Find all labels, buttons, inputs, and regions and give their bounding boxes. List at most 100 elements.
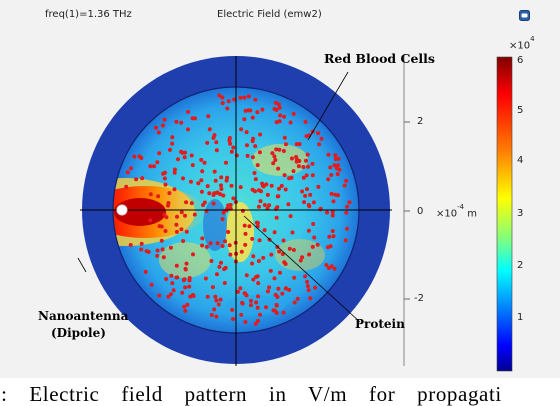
red-blood-cell-dot: [316, 131, 321, 136]
red-blood-cell-dot: [287, 176, 292, 181]
red-blood-cell-dot: [183, 266, 188, 271]
red-blood-cell-dot: [251, 277, 256, 282]
red-blood-cell-dot: [159, 238, 164, 243]
red-blood-cell-dot: [214, 140, 219, 145]
red-blood-cells: [124, 93, 352, 326]
red-blood-cell-dot: [333, 157, 338, 161]
red-blood-cell-dot: [267, 285, 272, 290]
red-blood-cell-dot: [333, 192, 338, 197]
red-blood-cell-dot: [332, 266, 337, 271]
red-blood-cell-dot: [246, 108, 251, 113]
red-blood-cell-dot: [298, 258, 303, 263]
red-blood-cell-dot: [290, 230, 295, 235]
red-blood-cell-dot: [148, 164, 153, 169]
red-blood-cell-dot: [305, 284, 310, 289]
red-blood-cell-dot: [276, 286, 281, 291]
red-blood-cell-dot: [333, 153, 338, 158]
red-blood-cell-dot: [124, 184, 129, 189]
red-blood-cell-dot: [125, 170, 130, 175]
red-blood-cell-dot: [258, 132, 263, 137]
red-blood-cell-dot: [297, 142, 302, 147]
red-blood-cell-dot: [256, 259, 261, 263]
red-blood-cell-dot: [161, 255, 166, 260]
red-blood-cell-dot: [187, 278, 192, 283]
red-blood-cell-dot: [292, 275, 297, 280]
red-blood-cell-dot: [274, 107, 279, 112]
axis-unit-label: ×10-4 m: [436, 203, 478, 220]
red-blood-cell-dot: [257, 238, 262, 243]
red-blood-cell-dot: [300, 255, 305, 260]
red-blood-cell-dot: [337, 167, 342, 172]
red-blood-cell-dot: [231, 145, 236, 150]
red-blood-cell-dot: [155, 160, 160, 165]
red-blood-cell-dot: [180, 290, 185, 295]
red-blood-cell-dot: [211, 201, 216, 206]
red-blood-cell-dot: [329, 173, 334, 177]
colorbar-tick: 6: [517, 55, 524, 66]
red-blood-cell-dot: [225, 106, 230, 111]
red-blood-cell-dot: [308, 192, 313, 197]
red-blood-cell-dot: [249, 298, 253, 303]
red-blood-cell-dot: [258, 199, 263, 204]
red-blood-cell-dot: [229, 149, 234, 154]
red-blood-cell-dot: [287, 246, 292, 251]
red-blood-cell-dot: [277, 119, 282, 124]
red-blood-cell-dot: [331, 199, 336, 204]
red-blood-cell-dot: [149, 282, 154, 287]
red-blood-cell-dot: [304, 158, 308, 163]
red-blood-cell-dot: [228, 252, 233, 257]
red-blood-cell-dot: [278, 270, 282, 275]
red-blood-cell-dot: [148, 218, 153, 223]
red-blood-cell-dot: [203, 276, 208, 281]
red-blood-cell-dot: [156, 130, 161, 135]
red-blood-cell-dot: [193, 116, 197, 121]
red-blood-cell-dot: [275, 194, 280, 199]
red-blood-cell-dot: [227, 136, 232, 140]
red-blood-cell-dot: [261, 183, 265, 188]
red-blood-cell-dot: [172, 170, 177, 175]
red-blood-cell-dot: [179, 227, 184, 232]
red-blood-cell-dot: [216, 302, 221, 307]
red-blood-cell-dot: [170, 281, 175, 286]
red-blood-cell-dot: [244, 293, 249, 298]
red-blood-cell-dot: [310, 173, 315, 178]
red-blood-cell-dot: [199, 157, 204, 162]
red-blood-cell-dot: [243, 231, 248, 236]
red-blood-cell-dot: [262, 203, 267, 207]
camera-icon[interactable]: [519, 6, 530, 21]
red-blood-cell-dot: [235, 289, 240, 294]
red-blood-cell-dot: [168, 245, 173, 250]
red-blood-cell-dot: [202, 160, 207, 165]
red-blood-cell-dot: [209, 313, 214, 317]
red-blood-cell-dot: [137, 154, 142, 159]
red-blood-cell-dot: [272, 154, 277, 159]
red-blood-cell-dot: [189, 201, 194, 206]
red-blood-cell-dot: [330, 229, 335, 233]
red-blood-cell-dot: [240, 301, 245, 306]
red-blood-cell-dot: [303, 119, 308, 124]
red-blood-cell-dot: [268, 268, 273, 273]
red-blood-cell-dot: [175, 214, 179, 219]
red-blood-cell-dot: [186, 109, 191, 114]
red-blood-cell-dot: [251, 254, 256, 259]
red-blood-cell-dot: [245, 153, 250, 158]
red-blood-cell-dot: [220, 95, 225, 100]
red-blood-cell-dot: [336, 156, 341, 161]
red-blood-cell-dot: [202, 200, 207, 205]
plot-title: Electric Field (emw2): [217, 9, 322, 20]
figure-caption: 3: Electric field pattern in V/m for pro…: [0, 386, 502, 406]
red-blood-cell-dot: [264, 305, 268, 310]
red-blood-cell-dot: [220, 244, 225, 248]
red-blood-cell-dot: [274, 303, 279, 308]
colorbar-tick: 5: [517, 105, 524, 116]
red-blood-cell-dot: [181, 176, 185, 181]
red-blood-cell-dot: [168, 147, 172, 152]
red-blood-cell-dot: [272, 308, 277, 313]
red-blood-cell-dot: [343, 238, 348, 243]
red-blood-cell-dot: [311, 222, 316, 226]
red-blood-cell-dot: [302, 200, 307, 205]
red-blood-cell-dot: [260, 107, 265, 112]
red-blood-cell-dot: [208, 241, 213, 246]
nanoantenna-pointer: [77, 257, 87, 273]
red-blood-cell-dot: [328, 244, 333, 249]
